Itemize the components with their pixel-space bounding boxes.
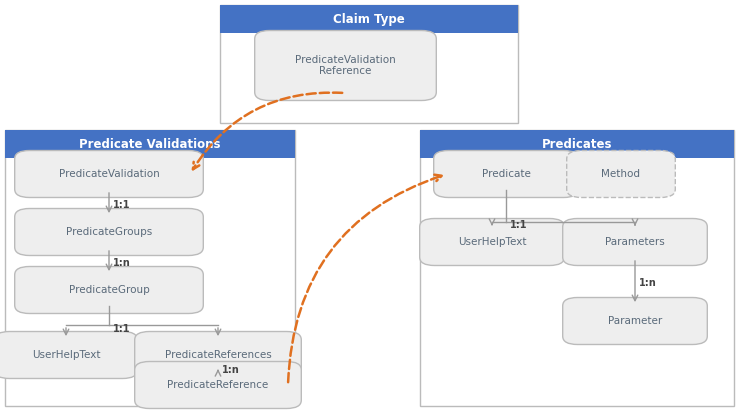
- Text: 1:n: 1:n: [639, 278, 657, 288]
- Bar: [220, 5, 518, 123]
- Bar: [420, 130, 734, 406]
- Text: Predicate: Predicate: [482, 169, 531, 179]
- FancyBboxPatch shape: [134, 362, 302, 409]
- Text: UserHelpText: UserHelpText: [32, 350, 101, 360]
- Text: PredicateReference: PredicateReference: [167, 380, 268, 390]
- Text: 1:n: 1:n: [113, 258, 131, 268]
- FancyBboxPatch shape: [0, 332, 137, 379]
- Text: 1:1: 1:1: [510, 220, 528, 230]
- Bar: [220, 5, 518, 33]
- Text: PredicateGroups: PredicateGroups: [66, 227, 152, 237]
- Bar: [5, 130, 295, 406]
- FancyBboxPatch shape: [562, 297, 707, 344]
- Text: 1:1: 1:1: [113, 324, 131, 334]
- FancyArrowPatch shape: [288, 175, 442, 382]
- FancyBboxPatch shape: [15, 267, 203, 314]
- Text: PredicateReferences: PredicateReferences: [165, 350, 271, 360]
- Text: Predicates: Predicates: [542, 138, 612, 151]
- Text: Parameter: Parameter: [608, 316, 662, 326]
- Bar: [420, 130, 734, 158]
- FancyBboxPatch shape: [255, 30, 436, 101]
- Text: PredicateGroup: PredicateGroup: [69, 285, 149, 295]
- Text: PredicateValidation
Reference: PredicateValidation Reference: [295, 54, 396, 76]
- FancyBboxPatch shape: [562, 218, 707, 265]
- FancyArrowPatch shape: [193, 93, 342, 169]
- FancyBboxPatch shape: [15, 151, 203, 198]
- Text: Method: Method: [602, 169, 641, 179]
- FancyBboxPatch shape: [134, 332, 302, 379]
- Text: 1:n: 1:n: [222, 365, 239, 375]
- Text: UserHelpText: UserHelpText: [457, 237, 526, 247]
- Bar: [5, 130, 295, 158]
- Text: PredicateValidation: PredicateValidation: [58, 169, 160, 179]
- FancyBboxPatch shape: [434, 151, 579, 198]
- Text: Predicate Validations: Predicate Validations: [79, 138, 221, 151]
- Text: Claim Type: Claim Type: [333, 12, 405, 25]
- Text: 1:1: 1:1: [113, 200, 131, 210]
- FancyBboxPatch shape: [15, 208, 203, 255]
- FancyBboxPatch shape: [567, 151, 675, 198]
- FancyBboxPatch shape: [420, 218, 565, 265]
- Text: Parameters: Parameters: [605, 237, 665, 247]
